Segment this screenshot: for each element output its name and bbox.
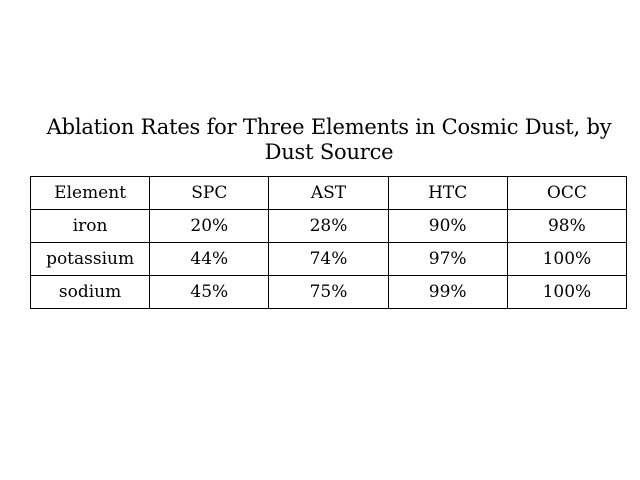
table-row: sodium 45% 75% 99% 100% <box>29 275 628 309</box>
table-cell: 28% <box>268 209 389 243</box>
table-header-row: Element SPC AST HTC OCC <box>29 176 628 210</box>
table-cell: 45% <box>149 275 270 309</box>
table-cell: 20% <box>149 209 270 243</box>
table-row: potassium 44% 74% 97% 100% <box>29 242 628 276</box>
table-cell: 75% <box>268 275 389 309</box>
chart-title: Ablation Rates for Three Elements in Cos… <box>46 115 612 164</box>
column-header-spc: SPC <box>149 176 270 210</box>
table-cell: potassium <box>29 242 151 276</box>
table-cell: 90% <box>387 209 508 243</box>
table-cell: 100% <box>506 242 628 276</box>
table-cell: 100% <box>506 275 628 309</box>
column-header-element: Element <box>29 176 151 210</box>
table-cell: 97% <box>387 242 508 276</box>
table-cell: 98% <box>506 209 628 243</box>
table-row: iron 20% 28% 90% 98% <box>29 209 628 243</box>
table-cell: iron <box>29 209 151 243</box>
data-table: Element SPC AST HTC OCC iron 20% 28% 90%… <box>29 176 628 309</box>
table-cell: 44% <box>149 242 270 276</box>
column-header-occ: OCC <box>506 176 628 210</box>
column-header-ast: AST <box>268 176 389 210</box>
column-header-htc: HTC <box>387 176 508 210</box>
table-cell: sodium <box>29 275 151 309</box>
table-cell: 74% <box>268 242 389 276</box>
table-cell: 99% <box>387 275 508 309</box>
